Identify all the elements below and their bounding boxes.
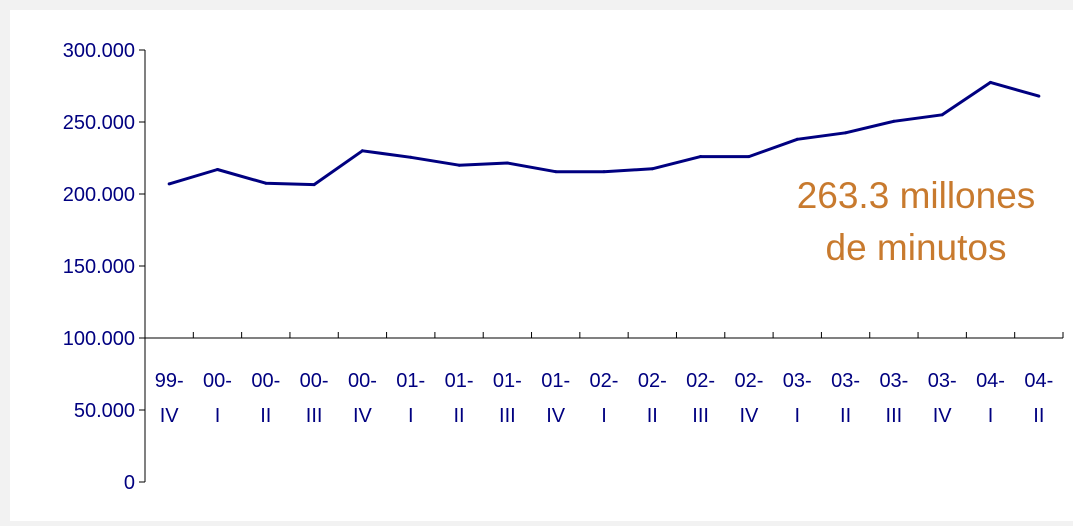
x-tick-label-year: 03- xyxy=(879,370,908,392)
x-tick-label-year: 04- xyxy=(1024,370,1053,392)
x-tick-label-year: 01- xyxy=(445,370,474,392)
x-tick-label-year: 00- xyxy=(300,370,329,392)
data-point xyxy=(409,155,413,159)
data-point xyxy=(602,170,606,174)
y-tick-label: 150.000 xyxy=(63,256,135,278)
data-point xyxy=(215,168,219,172)
x-tick-label-quarter: II xyxy=(840,405,851,427)
data-point xyxy=(1037,94,1041,98)
data-point xyxy=(747,155,751,159)
plot-area xyxy=(10,10,1073,521)
x-tick-label-quarter: II xyxy=(453,405,464,427)
data-point xyxy=(167,182,171,186)
annotation-line-2: de minutos xyxy=(826,227,1007,268)
data-point xyxy=(457,163,461,167)
data-point xyxy=(844,131,848,135)
x-tick-label-quarter: III xyxy=(886,405,903,427)
x-tick-label-year: 00- xyxy=(251,370,280,392)
x-tick-label-year: 03- xyxy=(928,370,957,392)
data-point xyxy=(505,161,509,165)
x-tick-label-quarter: I xyxy=(408,405,414,427)
x-tick-label-year: 00- xyxy=(348,370,377,392)
x-tick-label-year: 02- xyxy=(734,370,763,392)
data-point xyxy=(989,80,993,84)
y-tick-label: 300.000 xyxy=(63,40,135,62)
x-tick-label-year: 00- xyxy=(203,370,232,392)
data-point xyxy=(892,119,896,123)
x-tick-label-quarter: III xyxy=(306,405,323,427)
data-point xyxy=(312,183,316,187)
x-tick-label-quarter: IV xyxy=(353,405,373,427)
series-lines xyxy=(167,80,1041,187)
x-tick-label-quarter: IV xyxy=(933,405,953,427)
y-tick-label: 200.000 xyxy=(63,184,135,206)
y-axis: 0 50.000 100.000 150.000 200.000 250.000 300.0… xyxy=(63,40,146,494)
data-point xyxy=(795,137,799,141)
x-tick-label-year: 04- xyxy=(976,370,1005,392)
annotation-line-1: 263.3 millones xyxy=(797,175,1036,216)
x-tick-label-quarter: I xyxy=(601,405,607,427)
data-point xyxy=(650,167,654,171)
x-tick-label-quarter: III xyxy=(499,405,516,427)
x-tick-label-quarter: II xyxy=(1033,405,1044,427)
y-tick-label: 250.000 xyxy=(63,112,135,134)
x-tick-label-quarter: I xyxy=(988,405,994,427)
data-point xyxy=(940,113,944,117)
x-tick-label-year: 02- xyxy=(686,370,715,392)
x-tick-label-quarter: II xyxy=(260,405,271,427)
x-tick-label-year: 03- xyxy=(831,370,860,392)
x-tick-label-year: 03- xyxy=(783,370,812,392)
x-tick-label-quarter: II xyxy=(647,405,658,427)
x-tick-label-year: 02- xyxy=(590,370,619,392)
x-tick-label-year: 01- xyxy=(493,370,522,392)
y-tick-label: 50.000 xyxy=(74,400,135,422)
y-tick-label: 100.000 xyxy=(63,328,135,350)
x-tick-label-quarter: III xyxy=(692,405,709,427)
x-tick-label-year: 02- xyxy=(638,370,667,392)
x-tick-label-quarter: I xyxy=(794,405,800,427)
x-tick-label-quarter: I xyxy=(215,405,221,427)
x-tick-label-quarter: IV xyxy=(739,405,759,427)
x-tick-label-year: 01- xyxy=(396,370,425,392)
x-tick-label-year: 01- xyxy=(541,370,570,392)
data-point xyxy=(554,170,558,174)
data-point xyxy=(360,149,364,153)
data-point xyxy=(699,155,703,159)
data-point xyxy=(264,181,268,185)
x-axis: 99-IV00-I00-II00-III00-IV01-I01-II01-III… xyxy=(144,332,1064,427)
y-tick-label: 0 xyxy=(124,472,135,494)
x-tick-label-quarter: IV xyxy=(546,405,566,427)
x-tick-label-year: 99- xyxy=(155,370,184,392)
x-tick-label-quarter: IV xyxy=(160,405,180,427)
